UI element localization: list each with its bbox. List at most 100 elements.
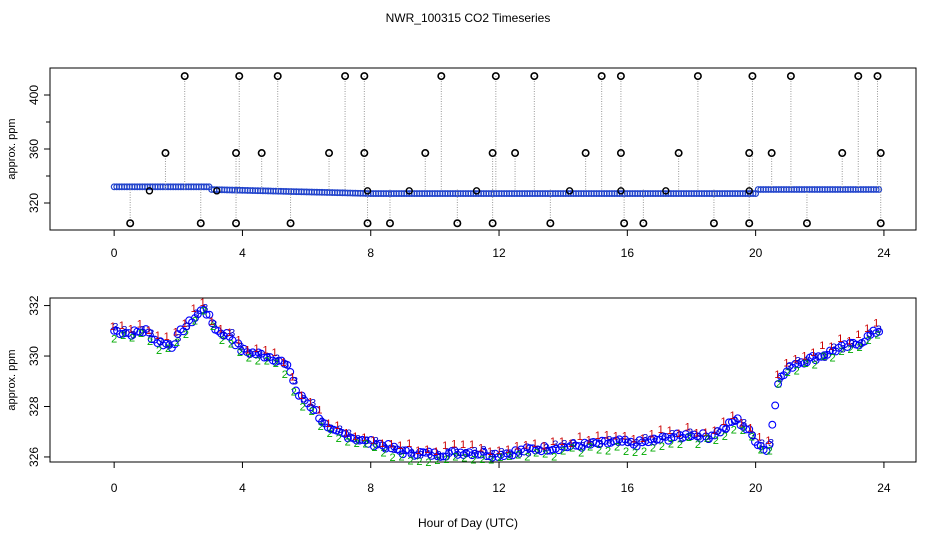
bottom-series-1-marker: 1 (397, 440, 403, 452)
bottom-series-2-marker: 2 (758, 445, 764, 457)
bottom-series-1-marker: 1 (523, 439, 529, 451)
top-outlier-mid (257, 149, 266, 158)
bottom-series-3-marker: 3 (678, 433, 684, 445)
bottom-series-2-marker: 2 (821, 351, 827, 363)
bottom-series-3-marker: 3 (786, 361, 792, 373)
bottom-series-3-marker: 3 (624, 437, 630, 449)
bottom-point-o (820, 351, 829, 360)
bottom-series-1-marker: 1 (245, 344, 251, 356)
bottom-series-3-marker: 3 (768, 438, 774, 450)
bottom-series-1-marker: 1 (227, 327, 233, 339)
bottom-x-tick-label: 20 (749, 481, 763, 495)
bottom-series-3-marker: 3 (570, 438, 576, 450)
bottom-series-1-marker: 1 (828, 341, 834, 353)
bottom-series-1-marker: 1 (182, 318, 188, 330)
top-outlier-mid (161, 149, 170, 158)
bottom-series-2-marker: 2 (614, 442, 620, 454)
bottom-point-o (439, 452, 448, 461)
bottom-y-tick-label: 328 (27, 396, 41, 416)
bottom-series-1-marker: 1 (352, 431, 358, 443)
chart-title: NWR_100315 CO2 Timeseries (386, 11, 551, 25)
bottom-series-2-marker: 2 (569, 443, 575, 455)
top-outlier-high (437, 72, 446, 81)
bottom-series-3-marker: 3 (777, 374, 783, 386)
bottom-series-1-marker: 1 (146, 325, 152, 337)
bottom-point-o (358, 435, 367, 444)
top-outlier-mid (674, 149, 683, 158)
bottom-series-1-marker: 1 (703, 427, 709, 439)
top-outlier-low (802, 219, 811, 228)
bottom-series-2-marker: 2 (659, 441, 665, 453)
bottom-series-1-marker: 1 (110, 321, 116, 333)
bottom-series-3-marker: 3 (543, 442, 549, 454)
bottom-point-o (133, 327, 142, 336)
bottom-series-2-marker: 2 (336, 433, 342, 445)
bottom-series-2-marker: 2 (740, 425, 746, 437)
bottom-series-2-marker: 2 (515, 450, 521, 462)
bottom-series-2-marker: 2 (345, 437, 351, 449)
bottom-series-3-marker: 3 (328, 423, 334, 435)
bottom-series-3-marker: 3 (615, 437, 621, 449)
bottom-series-1-marker: 1 (819, 340, 825, 352)
bottom-series-3-marker: 3 (202, 302, 208, 314)
bottom-series-2-marker: 2 (848, 344, 854, 356)
bottom-series-1-marker: 1 (792, 354, 798, 366)
bottom-series-2-marker: 2 (704, 433, 710, 445)
bottom-series-1-marker: 1 (577, 431, 583, 443)
bottom-series-1-marker: 1 (155, 330, 161, 342)
bottom-point-o (289, 376, 298, 385)
bottom-point-o (791, 359, 800, 368)
bottom-point-o (719, 423, 728, 432)
bottom-point-o (416, 448, 425, 456)
top-outlier-mid (325, 149, 334, 158)
bottom-series-2-marker: 2 (488, 454, 494, 466)
bottom-series-1-marker: 1 (729, 410, 735, 422)
bottom-series-3-marker: 3 (490, 449, 496, 461)
bottom-series-3-marker: 3 (121, 324, 127, 336)
top-x-tick-label: 0 (111, 246, 118, 260)
top-outlier-high (530, 72, 539, 81)
bottom-series-2-marker: 2 (264, 355, 270, 367)
top-outlier-small (145, 187, 154, 195)
bottom-x-tick-label: 16 (621, 481, 635, 495)
bottom-series-1-marker: 1 (756, 432, 762, 444)
top-y-tick-label: 400 (27, 85, 41, 105)
bottom-point-o (312, 406, 321, 414)
bottom-series-2-marker: 2 (839, 346, 845, 358)
bottom-series-1-marker: 1 (604, 430, 610, 442)
bottom-point-o (560, 443, 569, 452)
bottom-series-3-marker: 3 (364, 435, 370, 447)
bottom-point-o (196, 306, 205, 315)
bottom-series-1-marker: 1 (801, 350, 807, 362)
top-outlier-mid (838, 149, 847, 158)
bottom-series-1-marker: 1 (469, 439, 475, 451)
bottom-point-o (632, 442, 641, 451)
x-axis-label: Hour of Day (UTC) (418, 516, 518, 530)
bottom-series-3-marker: 3 (876, 324, 882, 336)
bottom-series-2-marker: 2 (865, 335, 871, 347)
bottom-point-o (202, 310, 211, 319)
bottom-series-1-marker: 1 (236, 334, 242, 346)
bottom-series-1-marker: 1 (173, 326, 179, 338)
bottom-series-2-marker: 2 (291, 386, 297, 398)
top-outlier-mid (767, 149, 776, 158)
bottom-series-1-marker: 1 (361, 432, 367, 444)
bottom-series-3-marker: 3 (804, 355, 810, 367)
top-baseline-point (203, 183, 210, 191)
bottom-series-2-marker: 2 (327, 428, 333, 440)
bottom-series-1-marker: 1 (200, 297, 206, 309)
top-outlier-mid (511, 149, 520, 158)
bottom-series-2-marker: 2 (174, 337, 180, 349)
bottom-series-1-marker: 1 (334, 420, 340, 432)
bottom-series-2-marker: 2 (641, 446, 647, 458)
bottom-series-1-marker: 1 (478, 443, 484, 455)
bottom-point-o (110, 326, 119, 335)
bottom-point-o (260, 353, 269, 362)
top-outlier-high (491, 72, 500, 81)
bottom-series-3-marker: 3 (346, 428, 352, 440)
bottom-series-2-marker: 2 (542, 448, 548, 460)
bottom-series-2-marker: 2 (300, 402, 306, 414)
bottom-series-1-marker: 1 (810, 347, 816, 359)
